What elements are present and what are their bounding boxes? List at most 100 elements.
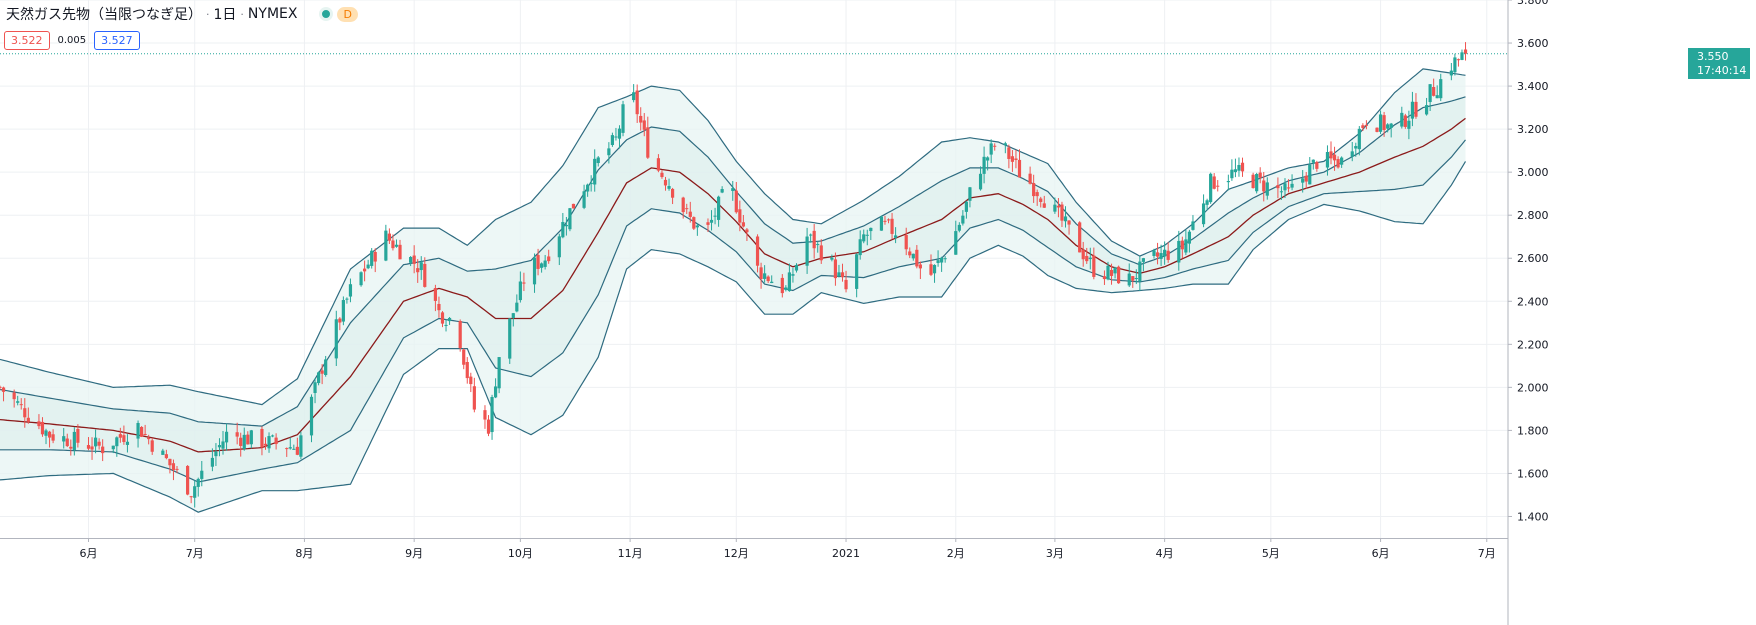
candle-body bbox=[784, 287, 788, 290]
candle bbox=[1460, 49, 1464, 61]
candle bbox=[663, 176, 668, 191]
bollinger-bands bbox=[0, 68, 1467, 513]
candle-body bbox=[1138, 261, 1142, 282]
candle bbox=[1258, 167, 1262, 184]
candle bbox=[493, 378, 498, 399]
candle-body bbox=[444, 324, 448, 326]
candle bbox=[1113, 266, 1117, 279]
candle bbox=[706, 218, 710, 232]
candle-body bbox=[341, 300, 345, 322]
candle-body bbox=[961, 215, 965, 224]
candle-body bbox=[1361, 125, 1365, 129]
candle-body bbox=[394, 244, 399, 247]
time-tick-label: 9月 bbox=[405, 547, 423, 560]
candle-body bbox=[285, 448, 289, 450]
candle bbox=[840, 263, 845, 282]
market-status-icon[interactable] bbox=[319, 7, 334, 21]
candle-body bbox=[791, 274, 795, 276]
buy-price-button[interactable]: 3.527 bbox=[94, 31, 140, 50]
candle bbox=[1456, 58, 1461, 67]
candle bbox=[660, 170, 664, 179]
candle-body bbox=[936, 260, 940, 264]
candle-body bbox=[263, 443, 268, 446]
candle-body bbox=[1166, 250, 1170, 260]
candle bbox=[869, 227, 873, 241]
candle-body bbox=[111, 445, 115, 450]
candle bbox=[1354, 142, 1358, 157]
delay-badge[interactable]: D bbox=[337, 6, 358, 22]
candle-body bbox=[830, 257, 834, 260]
candle bbox=[532, 253, 537, 293]
candle bbox=[338, 317, 342, 331]
candle-body bbox=[1014, 158, 1018, 160]
price-tick-label: 3.600 bbox=[1517, 37, 1549, 50]
candle bbox=[1255, 172, 1259, 194]
candle-body bbox=[1180, 240, 1184, 250]
candle bbox=[1042, 195, 1046, 208]
candle bbox=[890, 212, 894, 240]
candle-body bbox=[391, 240, 395, 249]
candle bbox=[617, 125, 622, 149]
candle-body bbox=[639, 115, 643, 123]
candle-body bbox=[617, 128, 622, 139]
candle bbox=[515, 294, 519, 313]
candle-body bbox=[189, 496, 193, 498]
candle bbox=[1407, 110, 1411, 140]
candle-body bbox=[915, 249, 919, 267]
candle-body bbox=[1286, 187, 1291, 189]
candle-body bbox=[1262, 180, 1266, 192]
candle bbox=[943, 256, 947, 263]
candle bbox=[1138, 256, 1142, 292]
candle-body bbox=[1336, 159, 1340, 168]
candle-body bbox=[115, 437, 119, 447]
candle bbox=[292, 444, 296, 450]
candle-body bbox=[1279, 191, 1284, 193]
candle bbox=[150, 437, 154, 455]
candle bbox=[508, 318, 512, 364]
candle-body bbox=[918, 264, 922, 269]
candle bbox=[366, 259, 370, 270]
candle-body bbox=[1159, 253, 1163, 259]
symbol-title[interactable]: 天然ガス先物（当限つなぎ足） bbox=[6, 7, 202, 23]
candle-body bbox=[1085, 255, 1089, 262]
candle bbox=[193, 480, 197, 508]
candle bbox=[646, 116, 650, 159]
candle bbox=[582, 184, 586, 210]
candle-body bbox=[299, 435, 303, 457]
candle-body bbox=[139, 426, 144, 437]
candle bbox=[614, 127, 618, 141]
candle-body bbox=[1053, 204, 1057, 212]
candle-body bbox=[363, 268, 367, 272]
candle bbox=[12, 389, 16, 408]
candle-body bbox=[1432, 86, 1436, 96]
candle bbox=[1003, 141, 1007, 154]
candle-body bbox=[1463, 49, 1468, 54]
candle-body bbox=[200, 470, 204, 479]
candle-body bbox=[1127, 273, 1131, 286]
candle-body bbox=[731, 188, 735, 191]
candle-body bbox=[1, 387, 6, 392]
candle-body bbox=[186, 465, 190, 495]
candle bbox=[1163, 241, 1167, 265]
candle bbox=[1386, 123, 1390, 133]
candle-body bbox=[805, 236, 809, 266]
candle bbox=[656, 154, 661, 173]
candle bbox=[1304, 171, 1308, 189]
time-tick-label: 6月 bbox=[1372, 547, 1390, 560]
interval-label[interactable]: 1日 bbox=[213, 7, 237, 23]
candle-body bbox=[1007, 147, 1011, 159]
candle-body bbox=[171, 463, 176, 471]
candle bbox=[483, 405, 487, 429]
candle bbox=[214, 443, 218, 466]
candle-body bbox=[610, 135, 615, 146]
candle-body bbox=[210, 457, 214, 467]
candle-body bbox=[366, 264, 370, 269]
candle bbox=[685, 203, 689, 215]
sell-price-button[interactable]: 3.522 bbox=[4, 31, 50, 50]
candle-body bbox=[1357, 128, 1361, 150]
candle bbox=[794, 263, 799, 273]
candle bbox=[755, 234, 760, 273]
candle-body bbox=[929, 264, 933, 275]
candle bbox=[1209, 172, 1213, 204]
